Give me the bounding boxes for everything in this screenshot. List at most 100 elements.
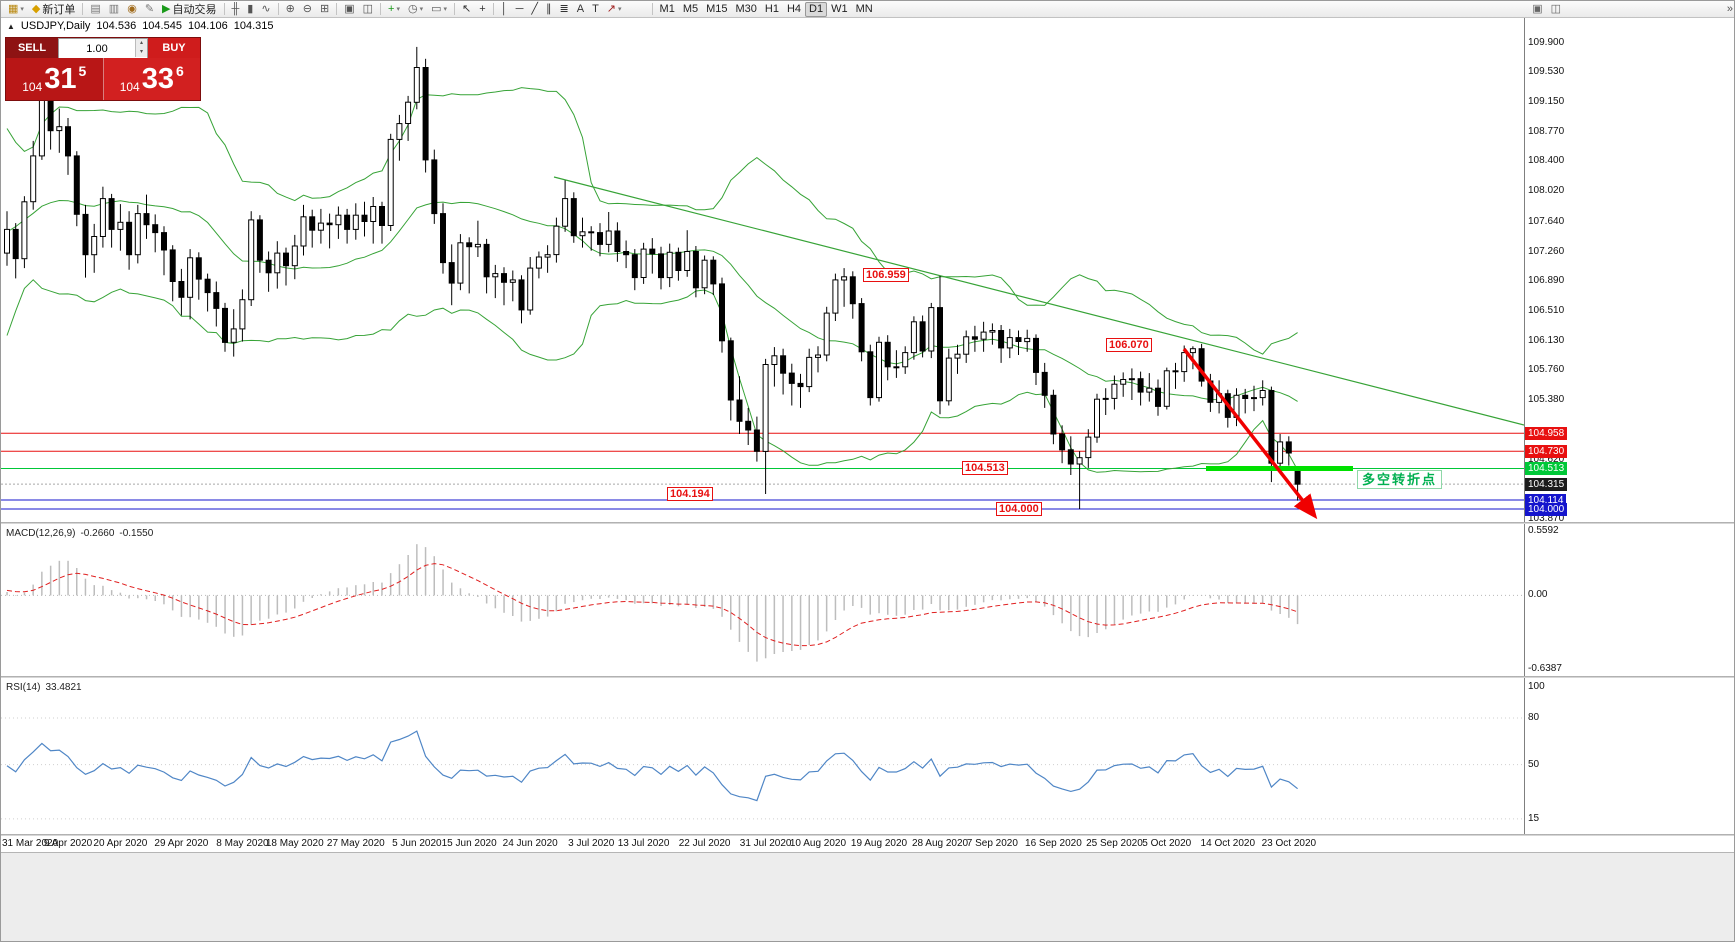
- docking-button[interactable]: ◫: [1547, 2, 1565, 17]
- text-label-button[interactable]: T: [588, 2, 603, 17]
- trendline-button[interactable]: ╱: [527, 2, 542, 17]
- chart-list-button[interactable]: ▣: [1528, 2, 1546, 17]
- fibonacci-icon: ≣: [559, 3, 569, 15]
- tf-h1-button-label: H1: [764, 3, 779, 15]
- tf-w1-button-label: W1: [831, 3, 848, 15]
- price-tick-label: -0.6387: [1528, 663, 1562, 674]
- vertical-line-button[interactable]: │: [497, 2, 512, 17]
- autotrading-button-label: 自动交易: [172, 4, 217, 16]
- date-label: 8 May 2020: [216, 838, 269, 849]
- arrows-button[interactable]: ↗ ▾: [603, 2, 626, 17]
- chevron-down-icon: ▾: [443, 6, 448, 13]
- price-scale[interactable]: 109.900 109.530 109.150 108.770 108.400 108.0…: [1525, 18, 1734, 852]
- macd-plot[interactable]: [1, 524, 1524, 676]
- volume-down-button[interactable]: ▾: [136, 48, 147, 57]
- candlestick-chart-icon: ▮: [247, 3, 254, 15]
- toolbar-separator: [336, 3, 338, 15]
- price-tick-label: 109.900: [1528, 37, 1565, 48]
- tile-windows-button[interactable]: ⊞: [316, 2, 333, 17]
- volume-up-button[interactable]: ▴: [136, 39, 147, 48]
- splitter-main-macd[interactable]: [1, 522, 1734, 524]
- crosshair-button[interactable]: +: [475, 2, 489, 17]
- tf-mn-button-label: MN: [855, 3, 873, 15]
- new-chart-button[interactable]: ▦ ▾: [4, 2, 28, 17]
- toolbar-overflow-button[interactable]: »: [1726, 3, 1733, 15]
- fibonacci-button[interactable]: ≣: [556, 2, 573, 17]
- price-tick-label: 50: [1528, 758, 1540, 770]
- tf-h1-button[interactable]: H1: [761, 2, 783, 17]
- rsi-plot[interactable]: [1, 678, 1524, 834]
- toolbar-right-group: ▣ ◫: [1528, 2, 1565, 17]
- price-line-badge: 104.730: [1525, 445, 1568, 459]
- text-label-icon: T: [592, 3, 599, 15]
- tf-m5-button[interactable]: M5: [679, 2, 702, 17]
- sell-price-point: 5: [78, 63, 87, 79]
- alerts-button[interactable]: ◉: [123, 2, 141, 17]
- cursor-button[interactable]: ↖: [458, 2, 475, 17]
- chart-list-icon: ▣: [1532, 3, 1543, 15]
- horizontal-line-icon: ─: [515, 3, 524, 15]
- horizontal-level-lines: [1, 432, 1524, 510]
- buy-price-pips: 33: [141, 63, 174, 95]
- cascade-windows-button[interactable]: ▣: [340, 2, 358, 17]
- periods-button[interactable]: ◷ ▾: [404, 2, 427, 17]
- arrange-windows-button[interactable]: ◫: [359, 2, 377, 17]
- zoom-in-icon: ⊕: [285, 3, 295, 15]
- sell-price-major: 104: [22, 80, 43, 94]
- buy-price-button[interactable]: 104 33 6: [103, 58, 200, 100]
- zoom-in-button[interactable]: ⊕: [282, 2, 299, 17]
- date-label: 5 Jun 2020: [392, 838, 442, 849]
- main-plot[interactable]: [1, 18, 1524, 522]
- tf-d1-button[interactable]: D1: [805, 1, 828, 17]
- channel-button[interactable]: ∥: [542, 2, 556, 17]
- sell-price-button[interactable]: 104 31 5: [6, 58, 104, 100]
- toolbar-separator: [277, 3, 279, 15]
- tf-mn-button[interactable]: MN: [852, 2, 877, 17]
- profiles-button[interactable]: ▤: [86, 2, 104, 17]
- macd-main-value: -0.2660: [80, 528, 115, 539]
- price-tick-label: 15: [1528, 812, 1540, 824]
- market-watch-button[interactable]: ▥: [105, 2, 123, 17]
- time-scale[interactable]: 31 Mar 2020 9 Apr 2020 20 Apr 2020 29 Apr 2…: [1, 836, 1734, 852]
- new-order-button[interactable]: ◆ 新订单: [28, 2, 79, 17]
- date-label: 18 May 2020: [265, 838, 324, 849]
- add-indicator-button[interactable]: + ▾: [384, 2, 404, 17]
- one-click-trading-panel: SELL ▴ ▾ BUY 104 31 5 104 33 6: [5, 37, 201, 101]
- tf-m15-button[interactable]: M15: [702, 2, 731, 17]
- market-watch-icon: ▥: [108, 3, 120, 15]
- bar-chart-button[interactable]: ╫: [228, 2, 244, 17]
- tf-m1-button[interactable]: M1: [656, 2, 679, 17]
- chart-background[interactable]: [1, 18, 1734, 852]
- price-tick-label: 108.020: [1528, 185, 1565, 197]
- one-click-toggle-icon[interactable]: ▲: [7, 21, 15, 31]
- price-line-badge: 104.958: [1525, 427, 1568, 441]
- chevron-down-icon: ▾: [396, 6, 400, 13]
- text-button[interactable]: A: [573, 2, 588, 17]
- templates-button[interactable]: ▭ ▾: [427, 2, 451, 17]
- line-chart-button[interactable]: ∿: [257, 2, 274, 17]
- zoom-out-button[interactable]: ⊖: [299, 2, 316, 17]
- channel-icon: ∥: [546, 3, 552, 15]
- cursor-icon: ↖: [462, 3, 472, 15]
- rsi-value: 33.4821: [45, 682, 82, 693]
- toolbar-separator: [223, 3, 225, 15]
- buy-button[interactable]: BUY: [148, 38, 200, 58]
- horizontal-line-button[interactable]: ─: [512, 2, 528, 17]
- metaeditor-button[interactable]: ✎: [141, 2, 158, 17]
- price-tick-label: 108.770: [1528, 126, 1565, 138]
- date-label: 10 Aug 2020: [789, 838, 847, 849]
- tf-m30-button[interactable]: M30: [732, 2, 761, 17]
- volume-input[interactable]: [59, 40, 147, 58]
- price-tick-label: 0.00: [1528, 589, 1548, 601]
- high-value: 104.545: [142, 20, 182, 32]
- sell-button[interactable]: SELL: [6, 38, 58, 58]
- tf-w1-button[interactable]: W1: [827, 2, 852, 17]
- bollinger-band-line: [6, 87, 1298, 355]
- close-value: 104.315: [233, 20, 274, 32]
- chevron-down-icon: ▾: [20, 6, 24, 13]
- autotrading-button[interactable]: ▶ 自动交易: [158, 2, 220, 17]
- tf-h4-button[interactable]: H4: [783, 2, 805, 17]
- splitter-macd-rsi[interactable]: [1, 676, 1734, 678]
- candlestick-chart-button[interactable]: ▮: [243, 2, 257, 17]
